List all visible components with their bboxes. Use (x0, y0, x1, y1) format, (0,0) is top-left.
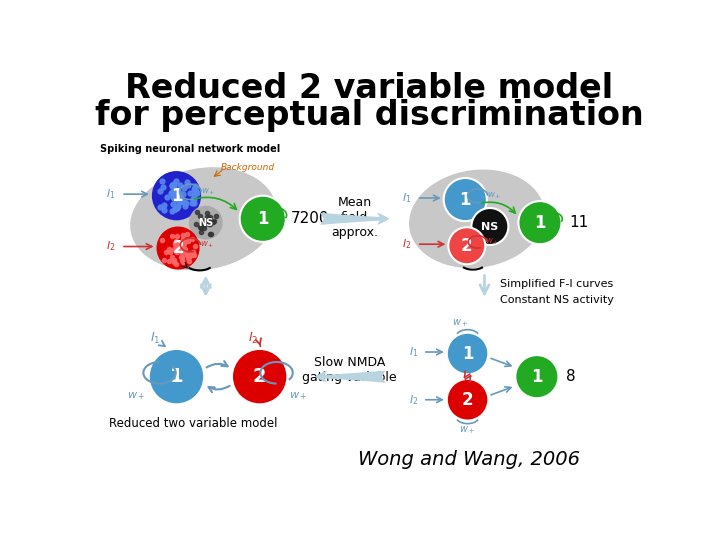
Text: $w_+$: $w_+$ (127, 390, 145, 402)
Circle shape (447, 333, 488, 374)
Text: NS: NS (481, 221, 498, 232)
Text: 2: 2 (461, 237, 472, 255)
Text: 2: 2 (462, 391, 473, 409)
Text: 1: 1 (534, 214, 546, 232)
Circle shape (516, 355, 559, 398)
Circle shape (240, 195, 286, 242)
Text: 2: 2 (253, 367, 266, 386)
Text: 8: 8 (566, 369, 576, 384)
Text: Constant NS activity: Constant NS activity (500, 295, 613, 305)
Text: $I_1$: $I_1$ (409, 345, 418, 359)
Circle shape (232, 349, 287, 404)
Text: $I_2$: $I_2$ (402, 237, 412, 251)
Text: Spiking neuronal network model: Spiking neuronal network model (99, 144, 280, 154)
Ellipse shape (131, 168, 276, 269)
Text: Mean
field
approx.: Mean field approx. (331, 195, 378, 239)
Text: $I_2$: $I_2$ (248, 330, 258, 346)
Text: 1: 1 (459, 191, 471, 208)
Text: $w_+$: $w_+$ (487, 191, 501, 201)
Circle shape (156, 226, 199, 269)
Text: $I_1$: $I_1$ (402, 191, 412, 205)
Text: 1: 1 (171, 187, 182, 205)
Text: Slow NMDA
gating variable: Slow NMDA gating variable (302, 356, 397, 384)
Text: $I_2$: $I_2$ (409, 393, 418, 407)
Text: 2: 2 (172, 239, 184, 257)
Circle shape (152, 171, 201, 220)
Text: 11: 11 (570, 215, 588, 230)
Text: $w_+$: $w_+$ (459, 424, 476, 436)
Text: $I_1$: $I_1$ (150, 330, 160, 346)
Circle shape (149, 349, 204, 404)
Text: Wong and Wang, 2006: Wong and Wang, 2006 (358, 450, 580, 469)
Text: $I_1$: $I_1$ (106, 187, 115, 201)
Text: $w_+$: $w_+$ (451, 317, 468, 329)
Circle shape (444, 178, 487, 221)
Text: Reduced two variable model: Reduced two variable model (109, 417, 277, 430)
Text: Reduced 2 variable model: Reduced 2 variable model (125, 72, 613, 105)
Circle shape (189, 206, 222, 240)
Text: for perceptual discrimination: for perceptual discrimination (94, 99, 644, 132)
Text: $w_+$: $w_+$ (199, 240, 214, 250)
Text: $I_2$: $I_2$ (106, 240, 115, 253)
Text: 1: 1 (462, 345, 473, 362)
Text: 1: 1 (170, 367, 184, 386)
Circle shape (449, 227, 485, 264)
Circle shape (447, 379, 488, 421)
Text: Background: Background (221, 164, 275, 172)
Ellipse shape (410, 170, 544, 267)
Text: $w_+$: $w_+$ (289, 390, 307, 402)
Text: $w_+$: $w_+$ (485, 237, 500, 247)
Text: 1: 1 (531, 368, 543, 386)
Text: 7200: 7200 (290, 211, 329, 226)
Text: Simplified F-I curves: Simplified F-I curves (500, 279, 613, 289)
Circle shape (472, 208, 508, 245)
Text: NS: NS (198, 218, 213, 228)
Text: 1: 1 (257, 210, 269, 228)
Text: $w_+$: $w_+$ (201, 187, 215, 197)
Circle shape (518, 201, 562, 244)
